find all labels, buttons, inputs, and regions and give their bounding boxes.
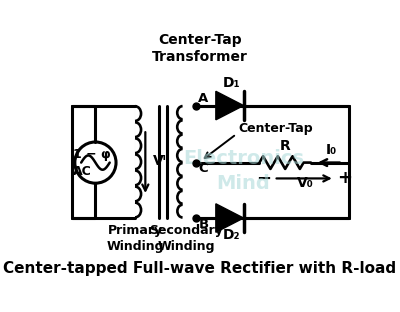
Text: D₂: D₂ xyxy=(222,228,240,241)
Text: I₀: I₀ xyxy=(326,143,337,157)
Polygon shape xyxy=(216,91,244,120)
Text: A: A xyxy=(198,92,209,105)
Text: Center-tapped Full-wave Rectifier with R-load: Center-tapped Full-wave Rectifier with R… xyxy=(4,261,396,276)
Polygon shape xyxy=(216,204,244,232)
Text: B: B xyxy=(198,218,208,231)
Text: −: − xyxy=(256,169,271,188)
Text: 1 − φ
AC: 1 − φ AC xyxy=(73,148,111,178)
Text: Electronics
Mind: Electronics Mind xyxy=(183,149,304,193)
Text: C: C xyxy=(198,162,208,175)
Text: R: R xyxy=(280,139,290,153)
Text: D₁: D₁ xyxy=(222,76,240,90)
Text: Center-Tap: Center-Tap xyxy=(238,122,313,135)
Text: +: + xyxy=(337,169,352,188)
Text: V₀: V₀ xyxy=(297,176,314,190)
Text: Secondary
Winding: Secondary Winding xyxy=(150,224,224,253)
Text: Center-Tap
Transformer: Center-Tap Transformer xyxy=(152,33,248,64)
Text: Primary
Winding: Primary Winding xyxy=(106,224,164,253)
Text: Vᴵ: Vᴵ xyxy=(153,154,167,168)
